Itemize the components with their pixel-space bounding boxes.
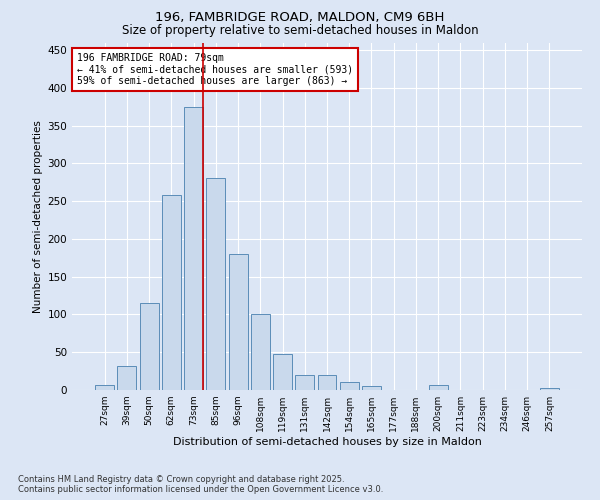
X-axis label: Distribution of semi-detached houses by size in Maldon: Distribution of semi-detached houses by …	[173, 437, 481, 447]
Bar	[162, 195, 181, 390]
Text: 196 FAMBRIDGE ROAD: 79sqm
← 41% of semi-detached houses are smaller (593)
59% of: 196 FAMBRIDGE ROAD: 79sqm ← 41% of semi-…	[77, 53, 353, 86]
Bar	[118, 366, 136, 390]
Bar	[251, 314, 270, 390]
Bar	[362, 386, 381, 390]
Bar	[340, 382, 359, 390]
Y-axis label: Number of semi-detached properties: Number of semi-detached properties	[33, 120, 43, 312]
Text: 196, FAMBRIDGE ROAD, MALDON, CM9 6BH: 196, FAMBRIDGE ROAD, MALDON, CM9 6BH	[155, 12, 445, 24]
Bar	[229, 254, 248, 390]
Bar	[540, 388, 559, 390]
Bar	[206, 178, 225, 390]
Bar	[140, 303, 158, 390]
Text: Size of property relative to semi-detached houses in Maldon: Size of property relative to semi-detach…	[122, 24, 478, 37]
Bar	[295, 375, 314, 390]
Bar	[317, 375, 337, 390]
Bar	[184, 106, 203, 390]
Text: Contains HM Land Registry data © Crown copyright and database right 2025.
Contai: Contains HM Land Registry data © Crown c…	[18, 474, 383, 494]
Bar	[429, 384, 448, 390]
Bar	[95, 386, 114, 390]
Bar	[273, 354, 292, 390]
